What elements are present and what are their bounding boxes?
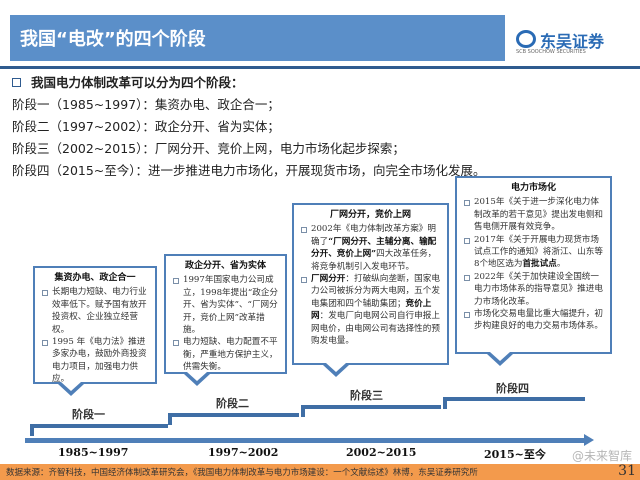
box-title: 电力市场化 bbox=[510, 183, 556, 193]
timeline-arrow bbox=[25, 438, 585, 443]
text: 2017年《关于开展电力现货市场试点工作的通知》将浙江、山东等8个地区选为 bbox=[474, 234, 603, 270]
box-item: 1997年国家电力公司成立，1998年提出“政企分开、省为实体”、“厂网分开，竞… bbox=[172, 274, 279, 336]
stage-label: 阶段四 bbox=[496, 382, 529, 395]
box-item: 2022年《关于加快建设全国统一电力市场体系的指导意见》推进电力市场化改革。 bbox=[463, 271, 604, 308]
intro-heading: 我国电力体制改革可以分为四个阶段： bbox=[12, 72, 244, 91]
stage-step-3 bbox=[301, 405, 441, 417]
box-title: 厂网分开，竞价上网 bbox=[329, 210, 411, 220]
stage-box-4: 电力市场化 2015年《关于进一步深化电力体制改革的若干意见》提出发电侧和售电侧… bbox=[455, 176, 612, 354]
page-title: 我国“电改”的四个阶段 bbox=[20, 29, 206, 50]
pointer-fill bbox=[326, 363, 346, 372]
pointer-fill bbox=[490, 352, 510, 361]
stage-box-1: 集资办电、政企合一 长期电力短缺、电力行业效率低下。赋予国有放开投资权、企业独立… bbox=[33, 266, 157, 384]
logo-icon bbox=[516, 30, 536, 48]
text: 。 bbox=[556, 259, 566, 270]
box-item: 厂网分开：打破纵向垄断，国家电力公司被拆分为两大电网，五个发电集团和四个辅助集团… bbox=[300, 273, 441, 347]
stage-label: 阶段二 bbox=[216, 397, 249, 410]
box-item: 电力短缺、电力配置不平衡，严重地方保护主义，供需失衡。 bbox=[172, 336, 279, 373]
box-item: 长期电力短缺、电力行业效率低下。赋予国有放开投资权、企业独立经营权。 bbox=[41, 286, 149, 336]
stage-box-2: 政企分开、省为实体 1997年国家电力公司成立，1998年提出“政企分开、省为实… bbox=[164, 254, 287, 374]
text: ：发电厂向电网公司自行申报上网电价，由电网公司有选择性的预购发电量。 bbox=[311, 311, 440, 347]
box-title: 政企分开、省为实体 bbox=[184, 261, 266, 271]
intro-text: 我国电力体制改革可以分为四个阶段： bbox=[31, 75, 244, 90]
title-bar: 我国“电改”的四个阶段 bbox=[10, 15, 505, 61]
stage-box-3: 厂网分开，竞价上网 2002年《电力体制改革方案》明确了“厂网分开、主辅分离、输… bbox=[292, 203, 449, 365]
stage-step-1 bbox=[30, 424, 168, 436]
stage-label: 阶段三 bbox=[350, 389, 383, 402]
box-item: 市场化交易电量比重大幅提升，初步构建良好的电力交易市场体系。 bbox=[463, 308, 604, 333]
box-item: 1995 年《电力法》推进多家办电，鼓励外商投资电力项目，加强电力供应。 bbox=[41, 336, 149, 386]
emphasis: 厂网分开 bbox=[311, 274, 346, 285]
emphasis: 竞价上网 bbox=[311, 298, 432, 322]
year-range: 2015~至今 bbox=[484, 448, 546, 461]
box-title: 集资办电、政企合一 bbox=[54, 273, 136, 283]
year-range: 1997~2002 bbox=[208, 446, 279, 459]
stage-step-2 bbox=[168, 413, 299, 425]
year-range: 1985~1997 bbox=[58, 446, 129, 459]
stage-step-4 bbox=[443, 397, 585, 409]
arrow-head-icon bbox=[584, 434, 594, 446]
stage-summary: 阶段三（2002~2015）：厂网分开、竞价上网，电力市场化起步探索； bbox=[12, 141, 405, 156]
watermark: @未来智库 bbox=[572, 449, 633, 463]
page-number: 31 bbox=[618, 463, 636, 479]
box-item: 2017年《关于开展电力现货市场试点工作的通知》将浙江、山东等8个地区选为首批试… bbox=[463, 234, 604, 271]
text: 四大改革任务，将竞争机制引入发电环节。 bbox=[311, 249, 437, 272]
stage-summary: 阶段二（1997~2002）：政企分开、省为实体； bbox=[12, 119, 280, 134]
box-item: 2015年《关于进一步深化电力体制改革的若干意见》提出发电侧和售电侧开展有效竞争… bbox=[463, 196, 604, 233]
stage-summary: 阶段四（2015~至今）：进一步推进电力市场化，开展现货市场，向完全市场化发展。 bbox=[12, 163, 486, 178]
year-range: 2002~2015 bbox=[346, 446, 417, 459]
pointer-fill bbox=[61, 382, 81, 391]
stage-summary: 阶段一（1985~1997）：集资办电、政企合一； bbox=[12, 97, 280, 112]
stage-label: 阶段一 bbox=[72, 408, 105, 421]
footer: 数据来源：齐智科技，中国经济体制改革研究会，《我国电力体制改革与电力市场建设：一… bbox=[0, 463, 640, 480]
divider bbox=[0, 66, 640, 69]
emphasis: “厂网分开、主辅分离、输配分开、竞价上网” bbox=[311, 236, 437, 260]
text: 2002年《电力体制改革方案》明确了 bbox=[311, 224, 436, 247]
logo-text: 东吴证券 bbox=[540, 32, 605, 51]
pointer-fill bbox=[187, 372, 207, 381]
logo-subtext: SCB SOOCHOW SECURITIES bbox=[516, 49, 586, 55]
box-item: 2002年《电力体制改革方案》明确了“厂网分开、主辅分离、输配分开、竞价上网”四… bbox=[300, 223, 441, 273]
source-note: 数据来源：齐智科技，中国经济体制改革研究会，《我国电力体制改革与电力市场建设：一… bbox=[6, 468, 478, 478]
square-bullet-icon bbox=[12, 78, 21, 87]
emphasis: 首批试点 bbox=[522, 259, 557, 270]
logo: 东吴证券 SCB SOOCHOW SECURITIES bbox=[516, 28, 616, 58]
text: ：打破纵向垄断，国家电力公司被拆分为两大电网，五个发电集团和四个辅助集团； bbox=[311, 274, 440, 309]
